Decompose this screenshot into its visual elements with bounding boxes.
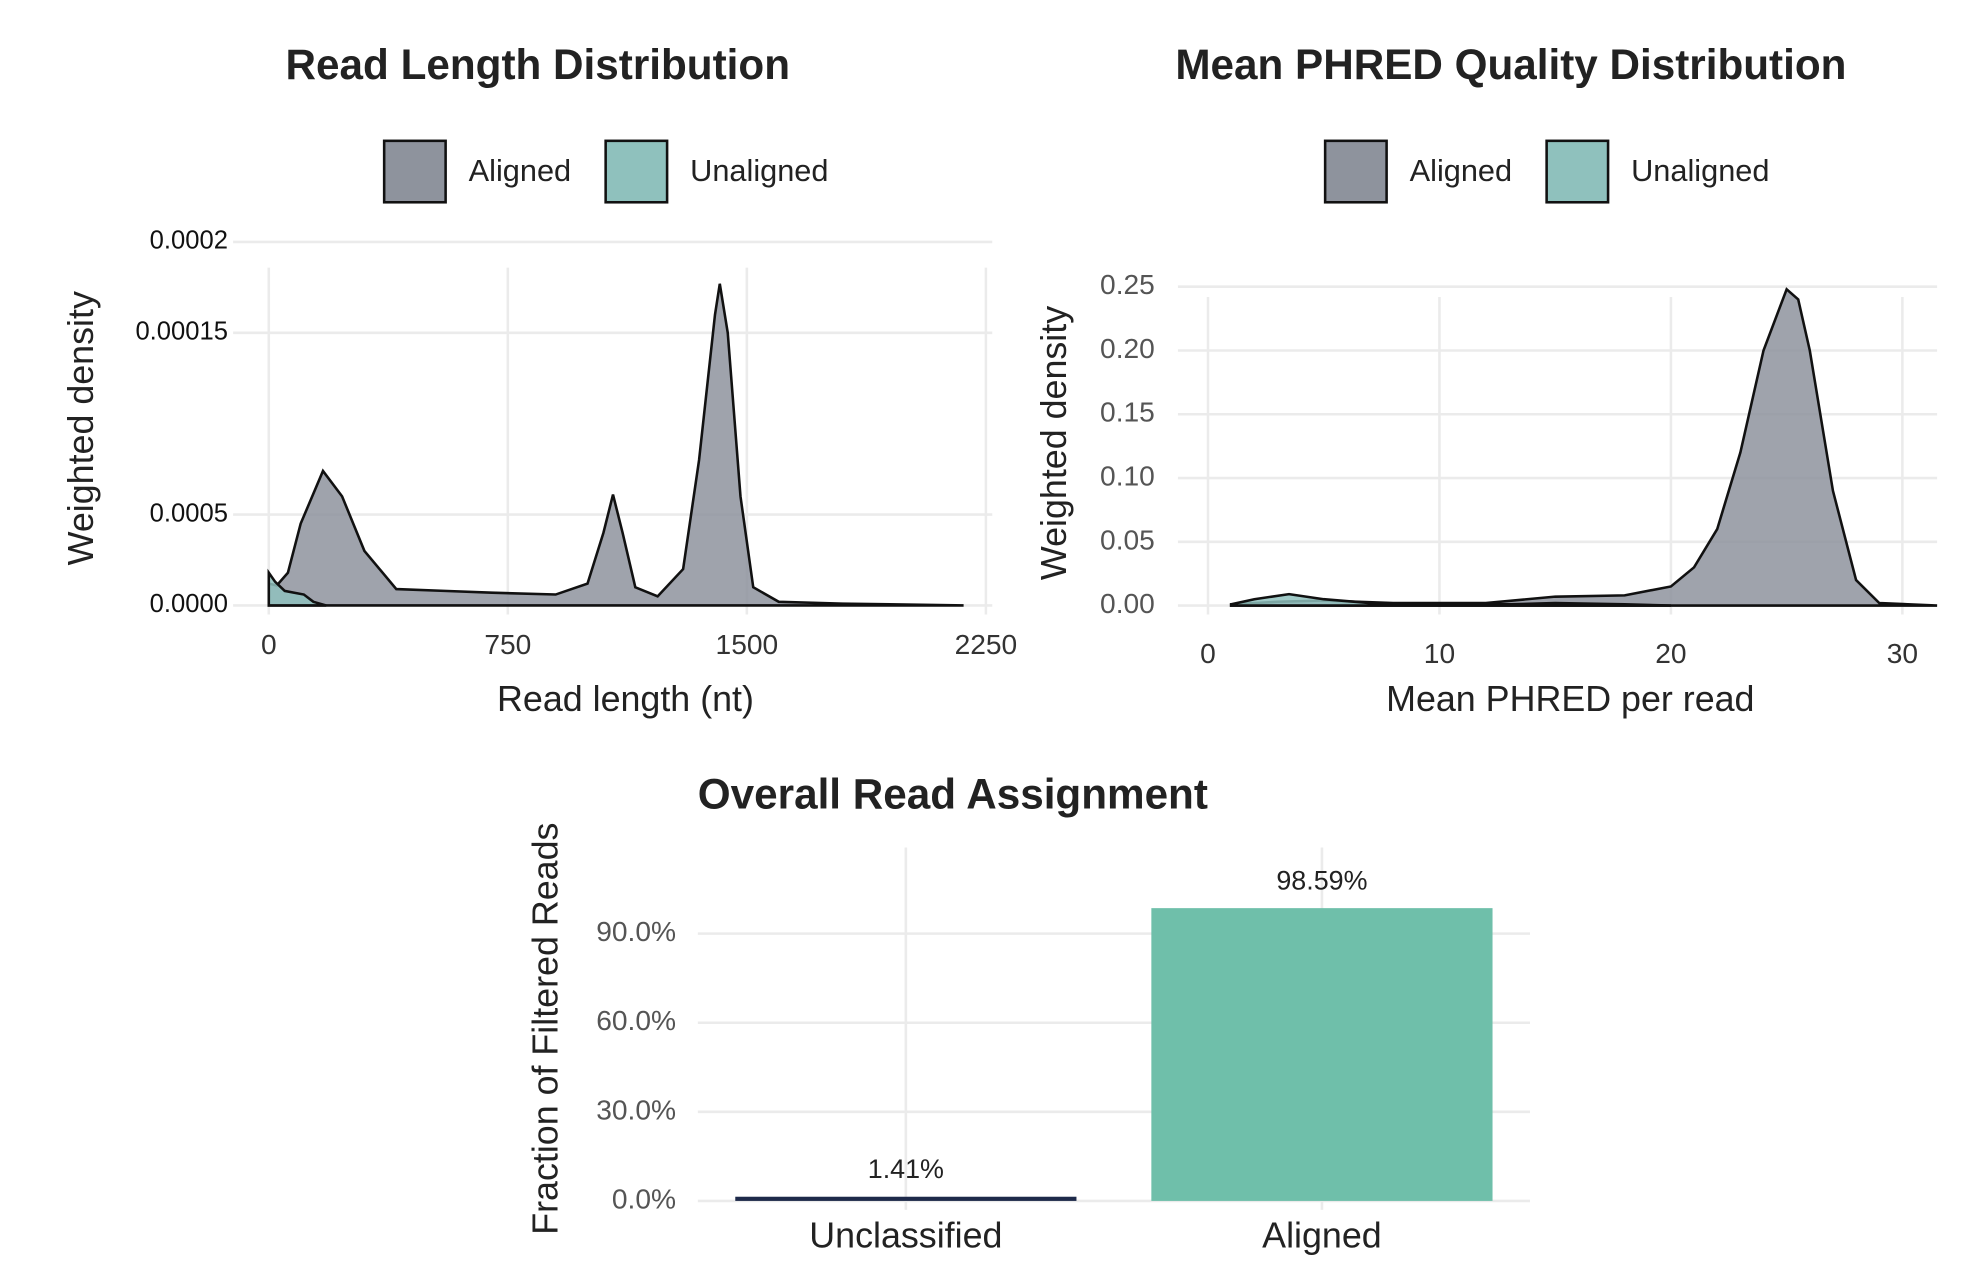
y-tick-label: 0.00015 xyxy=(135,318,228,346)
y-tick-label: 0.25 xyxy=(1100,269,1155,300)
y-tick-label: 0.00 xyxy=(1100,588,1155,619)
x-axis-label: Mean PHRED per read xyxy=(1386,679,1754,719)
legend-label: Aligned xyxy=(469,153,571,188)
bar-value-label: 98.59% xyxy=(1276,866,1367,896)
x-tick-label: 20 xyxy=(1655,638,1686,669)
density-area xyxy=(267,283,964,607)
x-tick-label: 30 xyxy=(1887,638,1918,669)
density-area xyxy=(1229,592,1671,607)
density-area xyxy=(267,568,327,607)
legend-swatch xyxy=(382,139,447,204)
y-tick-label: 90.0% xyxy=(596,916,676,947)
bar xyxy=(735,1196,1077,1201)
legend-label: Unaligned xyxy=(690,153,828,188)
y-tick-label: 60.0% xyxy=(596,1005,676,1036)
y-tick-label: 0.15 xyxy=(1100,397,1155,428)
y-tick-label: 0.20 xyxy=(1100,333,1155,364)
x-tick-label: Unclassified xyxy=(809,1215,1002,1255)
y-tick-label: 30.0% xyxy=(596,1094,676,1125)
y-tick-label: 0.0% xyxy=(612,1183,676,1214)
x-tick-label: 1500 xyxy=(716,629,779,660)
y-tick-label: 0.05 xyxy=(1100,524,1155,555)
legend-swatch xyxy=(1323,139,1388,204)
y-tick-label: 0.10 xyxy=(1100,460,1155,491)
density-area xyxy=(1229,287,1938,607)
legend-swatch xyxy=(604,139,669,204)
bar-value-label: 1.41% xyxy=(868,1154,944,1184)
chart-title: Overall Read Assignment xyxy=(698,771,1208,818)
y-axis-label: Weighted density xyxy=(1034,306,1074,580)
x-tick-label: 750 xyxy=(484,629,531,660)
y-tick-label: 0.0002 xyxy=(150,227,228,255)
y-tick-label: 0.0000 xyxy=(150,590,228,618)
y-axis-label: Fraction of Filtered Reads xyxy=(526,823,566,1235)
legend-label: Aligned xyxy=(1410,153,1512,188)
x-tick-label: Aligned xyxy=(1262,1215,1382,1255)
bar xyxy=(1151,908,1493,1201)
x-tick-label: 0 xyxy=(1200,638,1216,669)
chart-title: Read Length Distribution xyxy=(286,41,790,88)
x-tick-label: 0 xyxy=(261,629,277,660)
legend-label: Unaligned xyxy=(1631,153,1769,188)
legend-swatch xyxy=(1545,139,1610,204)
y-tick-label: 0.0005 xyxy=(150,499,228,527)
chart-title: Mean PHRED Quality Distribution xyxy=(1175,41,1846,88)
y-axis-label: Weighted density xyxy=(61,291,101,565)
x-axis-label: Read length (nt) xyxy=(497,679,754,719)
x-tick-label: 2250 xyxy=(955,629,1018,660)
x-tick-label: 10 xyxy=(1424,638,1455,669)
